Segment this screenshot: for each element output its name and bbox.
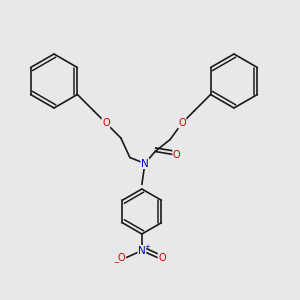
Text: O: O bbox=[178, 118, 186, 128]
Text: +: + bbox=[144, 244, 150, 250]
Text: O: O bbox=[158, 253, 166, 263]
Text: O: O bbox=[102, 118, 110, 128]
Text: O: O bbox=[118, 253, 126, 263]
Text: −: − bbox=[113, 260, 119, 266]
Text: O: O bbox=[173, 149, 181, 160]
Text: N: N bbox=[138, 245, 146, 256]
Text: N: N bbox=[141, 158, 149, 169]
